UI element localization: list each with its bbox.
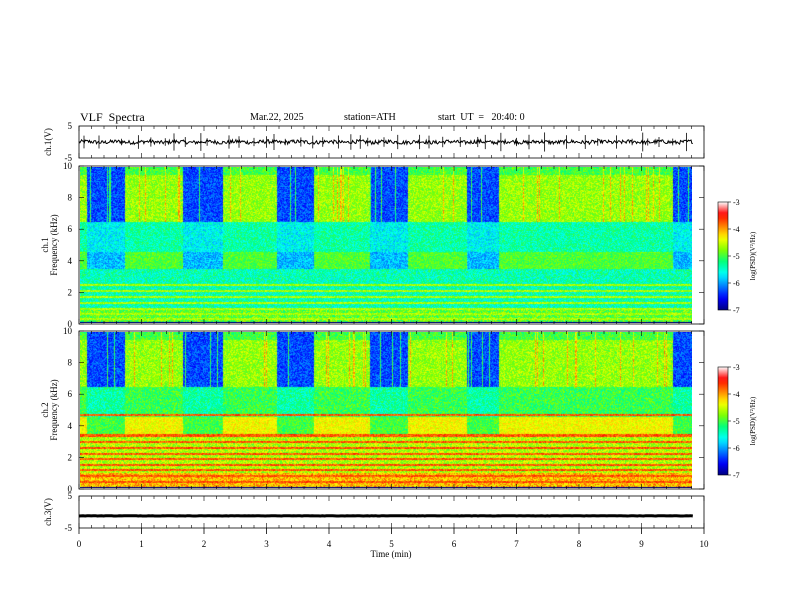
spec-ytick-label: 6 [68,224,73,234]
colorbar-label: log(PSD)(V²/Hz) [749,396,757,445]
ch1-ytick-bottom: -5 [65,153,73,163]
colorbar-tick-label: -4 [733,390,740,399]
ch1-panel: 5 -5 ch.1(V) [43,121,705,163]
colorbar-tick-label: -3 [733,363,740,372]
spec-ytick-label: 0 [68,484,73,494]
ch2-spectrogram-canvas [80,332,692,488]
ch1-spectrogram-canvas-holder [80,167,692,323]
ch1-signal-line [78,138,693,146]
colorbar-tick-label: -5 [733,417,740,426]
ch2-spec-ylabel-b: Frequency (kHz) [49,379,59,440]
colorbar-bar [717,366,729,476]
ch2-spectrogram-panel: 0 2 4 6 8 10 ch.2 Frequency (kHz) [40,326,705,494]
x-tick-label: 7 [514,539,519,549]
ch3-ytick-top: 5 [68,491,73,501]
start-time-label: start UT = 20:40: 0 [438,112,525,123]
colorbar-bar [717,201,729,311]
spec-ytick-label: 4 [68,421,73,431]
x-tick-label: 0 [77,539,82,549]
ch3-frame [78,495,705,529]
ch3-ytick-bottom: -5 [65,523,73,533]
x-tick-label: 8 [577,539,582,549]
ch1-spectrogram-panel: 0 2 4 6 8 10 ch.1 Frequency (kHz) [40,161,705,329]
ch2-spec-yticks: 0 2 4 6 8 10 [63,326,704,494]
x-tick-label: 5 [389,539,394,549]
x-tick-label: 4 [327,539,332,549]
spec-ytick-label: 0 [68,319,73,329]
colorbar-tick-label: -7 [733,306,740,315]
x-tick-label: 1 [139,539,144,549]
spec-ytick-label: 2 [68,452,73,462]
ch1-spec-ylabel-b: Frequency (kHz) [49,214,59,275]
colorbar-tick-label: -6 [733,279,740,288]
ch3-ylabel: ch.3(V) [43,498,53,526]
x-tick-label: 10 [700,539,710,549]
spec-ytick-label: 10 [63,326,73,336]
colorbar-label: log(PSD)(V²/Hz) [749,231,757,280]
colorbar-tick-label: -7 [733,471,740,480]
ch2-spectrogram-canvas-holder [80,332,692,488]
ch1-spectrogram-canvas [80,167,692,323]
x-tick-label: 2 [202,539,207,549]
spec-ytick-label: 8 [68,358,73,368]
ch2-colorbar: -3 -4 -5 -6 -7 log(PSD)(V²/Hz) [717,363,757,480]
time-axis: 0 1 2 3 4 5 6 7 8 9 10 [77,126,709,549]
spec-ytick-label: 10 [63,161,73,171]
colorbar-tick-label: -4 [733,225,740,234]
colorbar-tick-label: -6 [733,444,740,453]
colorbar-tick-label: -5 [733,252,740,261]
ch1-ylabel: ch.1(V) [43,128,53,156]
date-label: Mar.22, 2025 [250,112,304,123]
station-label: station=ATH [344,112,396,123]
spec-ytick-label: 8 [68,193,73,203]
x-tick-label: 9 [639,539,644,549]
ch1-spec-ylabel-a: ch.1 [40,237,50,252]
ch1-spec-yticks: 0 2 4 6 8 10 [63,161,704,329]
x-axis-label: Time (min) [371,549,412,559]
ch1-ytick-top: 5 [68,121,73,131]
x-tick-label: 6 [452,539,457,549]
ch3-panel: 5 -5 ch.3(V) [43,491,705,533]
colorbar-tick-label: -3 [733,198,740,207]
ch2-spec-ylabel-a: ch.2 [40,402,50,417]
x-tick-label: 3 [264,539,269,549]
spec-ytick-label: 6 [68,389,73,399]
ch1-colorbar: -3 -4 -5 -6 -7 log(PSD)(V²/Hz) [717,198,757,315]
spec-ytick-label: 4 [68,256,73,266]
spec-ytick-label: 2 [68,287,73,297]
figure-title: VLF Spectra [80,110,145,124]
